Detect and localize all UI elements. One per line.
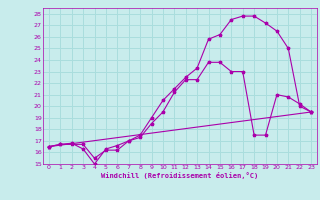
X-axis label: Windchill (Refroidissement éolien,°C): Windchill (Refroidissement éolien,°C) — [101, 172, 259, 179]
